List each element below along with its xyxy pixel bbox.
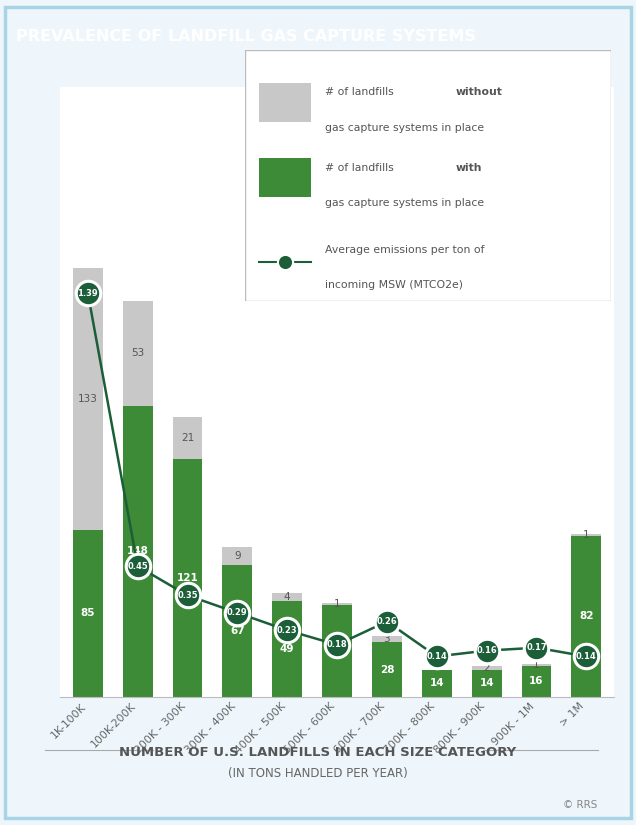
Text: 3: 3 [384, 634, 391, 644]
Text: # of landfills: # of landfills [326, 163, 398, 172]
Point [481, 644, 492, 658]
Text: 47: 47 [329, 646, 345, 656]
Point [232, 606, 242, 620]
Text: # of landfills: # of landfills [326, 87, 398, 97]
Point [382, 615, 392, 628]
Bar [272, 592, 302, 601]
Text: 85: 85 [81, 608, 95, 619]
Text: 4: 4 [284, 592, 291, 601]
Text: 67: 67 [230, 626, 245, 636]
Bar [322, 605, 352, 697]
Bar [123, 301, 153, 406]
Text: 0.26: 0.26 [377, 617, 398, 626]
Bar [172, 459, 202, 697]
Point [432, 650, 442, 663]
Text: 133: 133 [78, 394, 98, 403]
Text: 0.14: 0.14 [576, 652, 597, 661]
Bar [571, 535, 601, 697]
Text: 14: 14 [480, 678, 494, 688]
Point [332, 639, 342, 652]
Text: 1: 1 [533, 660, 540, 670]
Text: 14: 14 [429, 678, 444, 688]
Text: 0.45: 0.45 [127, 562, 148, 571]
Bar [322, 602, 352, 605]
Bar [172, 417, 202, 459]
Bar [472, 670, 502, 697]
Text: 9: 9 [234, 551, 240, 561]
Text: 0.23: 0.23 [277, 625, 298, 634]
Bar [123, 406, 153, 697]
Text: without: without [455, 87, 502, 97]
Text: 0.35: 0.35 [177, 591, 198, 600]
Bar [522, 663, 551, 666]
Bar [422, 670, 452, 697]
Text: (IN TONS HANDLED PER YEAR): (IN TONS HANDLED PER YEAR) [228, 767, 408, 780]
Bar [73, 530, 103, 697]
Point [132, 559, 142, 573]
Text: 1.39: 1.39 [78, 289, 98, 298]
Text: 21: 21 [181, 433, 194, 443]
Bar [223, 548, 252, 565]
Text: 49: 49 [280, 644, 294, 654]
Text: 2: 2 [483, 662, 490, 672]
Bar [372, 642, 402, 697]
Text: 53: 53 [131, 348, 144, 359]
Text: 1: 1 [334, 599, 340, 609]
Bar [522, 666, 551, 697]
Text: Average emissions per ton of: Average emissions per ton of [326, 244, 485, 255]
Text: 0.14: 0.14 [426, 652, 447, 661]
Text: 16: 16 [529, 676, 544, 686]
Text: NUMBER OF U.S. LANDFILLS IN EACH SIZE CATEGORY: NUMBER OF U.S. LANDFILLS IN EACH SIZE CA… [120, 746, 516, 759]
Text: gas capture systems in place: gas capture systems in place [326, 122, 485, 133]
Text: 28: 28 [380, 665, 394, 675]
Text: © RRS: © RRS [563, 800, 598, 810]
Point [532, 641, 542, 654]
Bar [73, 268, 103, 530]
Bar [272, 601, 302, 697]
Text: 121: 121 [177, 573, 198, 583]
Text: with: with [455, 163, 481, 172]
Bar [472, 666, 502, 670]
Text: 82: 82 [579, 611, 593, 621]
Bar [571, 534, 601, 535]
Text: PREVALENCE OF LANDFILL GAS CAPTURE SYSTEMS: PREVALENCE OF LANDFILL GAS CAPTURE SYSTE… [16, 30, 476, 45]
Point [581, 650, 591, 663]
Text: 148: 148 [127, 546, 149, 556]
Bar [223, 565, 252, 697]
Text: 0.18: 0.18 [327, 640, 347, 649]
Text: gas capture systems in place: gas capture systems in place [326, 198, 485, 208]
Point [280, 256, 290, 269]
Text: 1: 1 [583, 530, 590, 540]
Bar [372, 636, 402, 642]
Point [83, 286, 93, 299]
Text: incoming MSW (MTCO2e): incoming MSW (MTCO2e) [326, 280, 463, 290]
Bar [259, 158, 310, 197]
Point [282, 624, 293, 637]
Point [183, 589, 193, 602]
Text: 0.29: 0.29 [227, 608, 247, 617]
Text: 0.17: 0.17 [526, 644, 547, 653]
Bar [259, 82, 310, 122]
Text: 0.16: 0.16 [476, 646, 497, 655]
